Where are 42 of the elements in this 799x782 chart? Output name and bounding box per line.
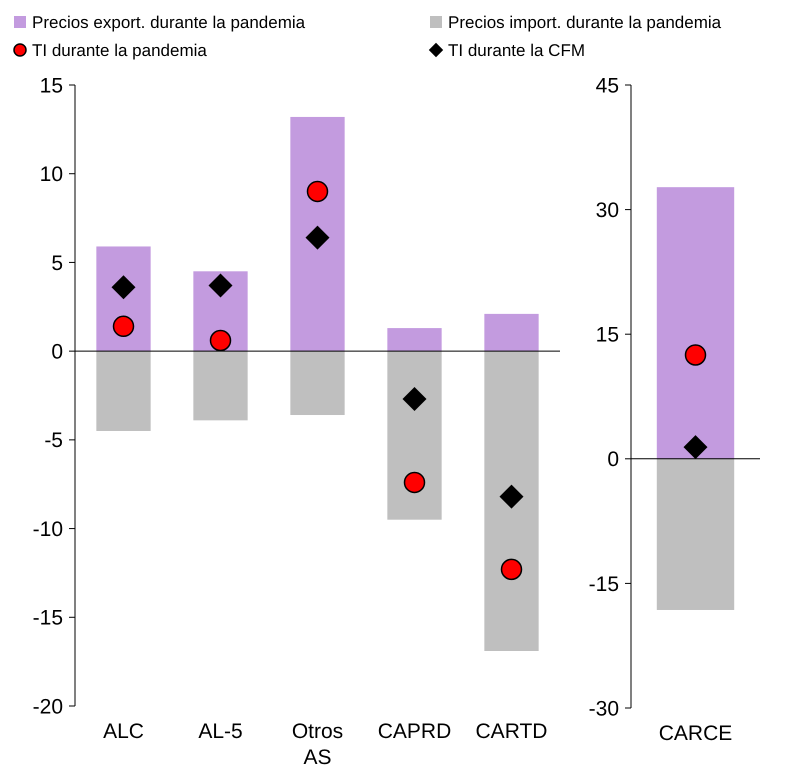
legend-label: TI durante la pandemia xyxy=(32,40,208,60)
bar xyxy=(290,351,345,416)
x-tick-label: ALC xyxy=(103,720,144,743)
x-tick-label: AL-5 xyxy=(198,720,243,743)
x-tick-label: CARCE xyxy=(658,722,732,745)
y-tick-label: 5 xyxy=(51,252,63,275)
point xyxy=(306,226,330,250)
point xyxy=(500,558,522,580)
bar xyxy=(387,328,442,352)
y-tick-label: -5 xyxy=(44,429,63,452)
y-tick-label: -30 xyxy=(588,697,619,720)
y-tick-label: -15 xyxy=(32,606,63,630)
y-tick-label: 15 xyxy=(40,74,63,98)
bar xyxy=(193,351,248,420)
bar xyxy=(484,351,539,651)
legend-label: Precios export. durante la pandemia xyxy=(32,12,306,32)
point xyxy=(210,330,232,352)
point xyxy=(112,275,136,300)
y-tick-label: 0 xyxy=(607,448,619,472)
y-tick-label: 30 xyxy=(596,198,619,222)
point xyxy=(306,180,328,202)
point xyxy=(112,316,134,338)
y-tick-label: 0 xyxy=(51,340,63,364)
y-tick-label: 15 xyxy=(596,324,619,347)
y-tick-label: -15 xyxy=(588,572,619,596)
legend-label: TI durante la CFM xyxy=(448,40,585,60)
y-tick-label: 45 xyxy=(596,74,619,98)
bar xyxy=(387,351,442,520)
legend-label: Precios import. durante la pandemia xyxy=(448,12,722,32)
bar xyxy=(290,116,345,352)
x-tick-label: Otros AS xyxy=(292,720,344,769)
point xyxy=(402,387,426,412)
bar xyxy=(96,351,151,431)
y-tick-label: -20 xyxy=(32,695,63,718)
point xyxy=(404,472,426,494)
point xyxy=(500,484,524,509)
x-tick-label: CARTD xyxy=(476,720,548,743)
point xyxy=(208,273,232,298)
y-tick-label: -10 xyxy=(32,518,63,541)
x-tick-label: CAPRD xyxy=(378,720,452,743)
bar xyxy=(484,314,539,352)
y-tick-label: 10 xyxy=(40,163,63,186)
